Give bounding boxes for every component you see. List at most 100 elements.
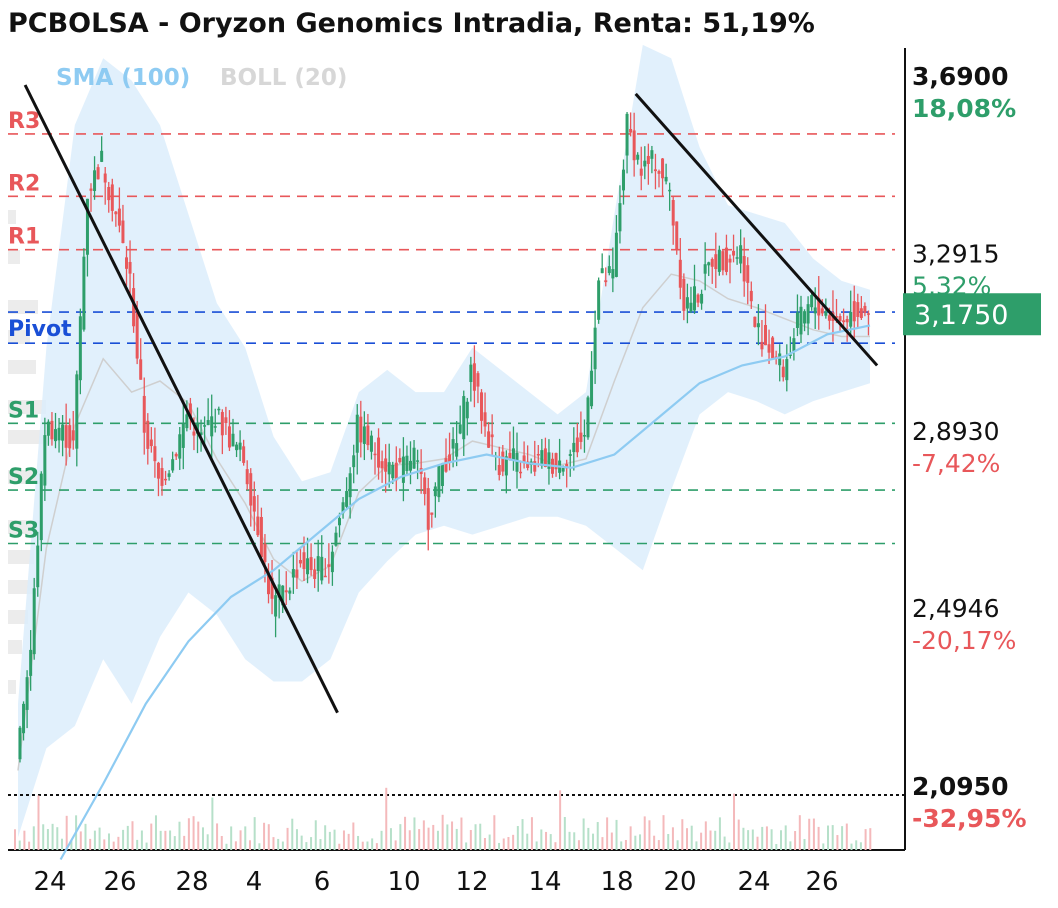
- pivot-label-s1: S1: [8, 398, 39, 423]
- candle-body: [291, 569, 295, 578]
- volume-bar: [366, 841, 369, 850]
- volume-bar: [361, 841, 364, 850]
- volume-bar: [601, 837, 604, 850]
- candle-body: [235, 444, 239, 451]
- volume-bar: [159, 830, 162, 850]
- candle-body: [689, 302, 693, 312]
- volume-bar: [79, 831, 82, 850]
- volume-bar: [436, 830, 439, 850]
- candle-body: [121, 220, 125, 244]
- candle-body: [210, 416, 214, 437]
- candle-body: [355, 414, 359, 453]
- volume-bar: [422, 820, 425, 850]
- volume-bar: [427, 827, 430, 850]
- volume-bar: [375, 843, 378, 850]
- volume-bar: [568, 831, 571, 850]
- volume-bar: [554, 842, 557, 850]
- volume-bar: [178, 821, 181, 850]
- volume-bar: [89, 838, 92, 850]
- volume-bar: [718, 817, 721, 850]
- x-tick-label: 24: [33, 867, 66, 897]
- candle-body: [590, 370, 594, 407]
- candle-body: [274, 595, 278, 617]
- volume-bar: [389, 828, 392, 850]
- candle-body: [803, 311, 807, 324]
- volume-profile-bar: [8, 550, 34, 564]
- candle-body: [171, 459, 175, 471]
- candle-body: [565, 463, 569, 469]
- candle-body: [643, 160, 647, 167]
- x-tick-label: 24: [737, 867, 770, 897]
- candle-body: [256, 516, 260, 536]
- candle-body: [511, 448, 515, 461]
- volume-bar: [859, 842, 862, 850]
- volume-bar: [563, 816, 566, 850]
- volume-bar: [399, 824, 402, 850]
- volume-bar: [23, 830, 26, 850]
- volume-bar: [32, 826, 35, 850]
- candle-body: [582, 435, 586, 437]
- volume-bar: [192, 816, 195, 850]
- volume-bar: [441, 814, 444, 850]
- candle-body: [18, 727, 22, 760]
- volume-bar: [530, 817, 533, 850]
- volume-bar: [845, 823, 848, 850]
- volume-bar: [324, 825, 327, 850]
- candle-body: [849, 311, 853, 327]
- volume-bar: [742, 827, 745, 850]
- candle-body: [519, 471, 523, 474]
- candle-body: [728, 258, 732, 263]
- volume-bar: [220, 835, 223, 850]
- volume-bar: [93, 830, 96, 850]
- candle-body: [593, 327, 597, 370]
- candle-body: [345, 491, 349, 507]
- y-tick-label: 2,0950: [912, 772, 1008, 801]
- volume-bar: [629, 826, 632, 850]
- candle-body: [107, 187, 111, 201]
- candle-body: [96, 167, 100, 180]
- volume-bar: [704, 821, 707, 850]
- volume-bar: [817, 826, 820, 850]
- candle-body: [85, 198, 89, 255]
- pivot-label-r3: R3: [8, 109, 40, 134]
- volume-bar: [126, 825, 129, 850]
- y-tick-label: 3,2915: [912, 239, 999, 268]
- volume-bar: [700, 832, 703, 850]
- volume-bar: [197, 821, 200, 850]
- candle-body: [504, 456, 508, 476]
- trend-line-2: [634, 92, 879, 367]
- candle-body: [561, 468, 565, 472]
- x-tick-label: 20: [663, 867, 696, 897]
- candle-body: [142, 395, 146, 433]
- volume-bar: [812, 818, 815, 850]
- candle-body: [547, 452, 551, 469]
- volume-bar: [413, 817, 416, 850]
- candle-body: [181, 422, 185, 448]
- candle-body: [430, 512, 434, 515]
- candle-body: [536, 454, 540, 456]
- volume-bar: [173, 836, 176, 850]
- chart-title: PCBOLSA - Oryzon Genomics Intradia, Rent…: [8, 8, 815, 39]
- volume-bar: [60, 838, 63, 850]
- candle-body: [806, 304, 810, 324]
- candle-body: [29, 649, 33, 676]
- volume-bar: [535, 841, 538, 850]
- volume-bar: [455, 828, 458, 850]
- candle-body: [440, 463, 444, 486]
- candle-body: [61, 424, 65, 441]
- x-tick-label: 4: [246, 867, 263, 897]
- volume-bar: [183, 835, 186, 850]
- volume-bar: [770, 829, 773, 850]
- current-price-label: 3,1750: [914, 300, 1008, 331]
- volume-bar: [756, 836, 759, 850]
- volume-profile-bar: [8, 250, 20, 264]
- volume-bar: [465, 842, 468, 850]
- candle-body: [114, 211, 118, 215]
- candle-body: [568, 454, 572, 456]
- candle-body: [835, 316, 838, 318]
- candle-body: [604, 280, 608, 283]
- candle-body: [526, 461, 530, 468]
- candle-body: [469, 364, 473, 383]
- y-tick-label: 2,8930: [912, 417, 999, 446]
